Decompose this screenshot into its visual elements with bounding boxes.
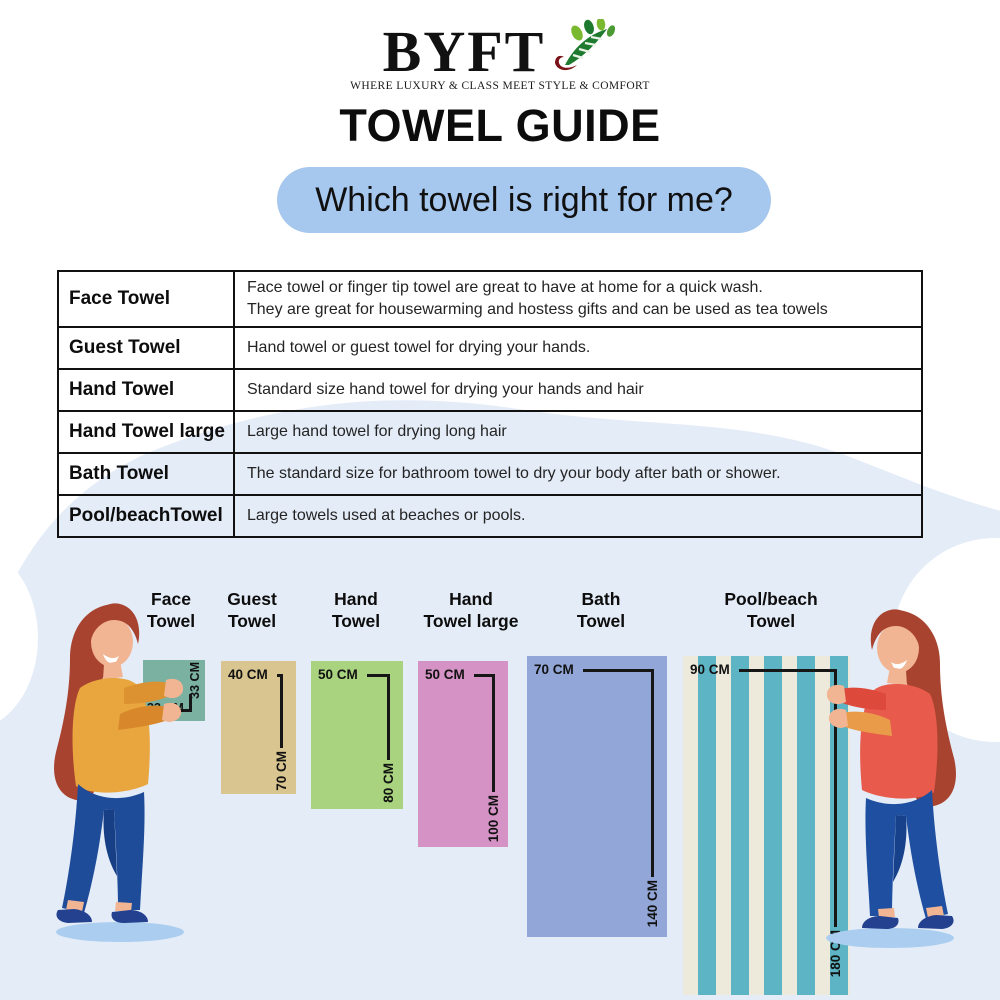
table-row: Bath Towel The standard size for bathroo… <box>59 452 921 494</box>
towel-description-table: Face Towel Face towel or finger tip towe… <box>57 270 923 538</box>
towel-swatch-hand-large: 50 CM 100 CM <box>418 661 508 847</box>
column-label-hand-towel: Hand Towel <box>331 589 381 631</box>
towel-desc-cell: Face towel or finger tip towel are great… <box>247 279 828 318</box>
column-label-face-towel: Face Towel <box>146 589 196 631</box>
towel-type-cell: Bath Towel <box>59 454 235 494</box>
dimension-line <box>474 674 495 677</box>
column-label-pool-beach-towel: Pool/beach Towel <box>724 589 818 631</box>
dimension-line <box>387 674 390 760</box>
page-title: TOWEL GUIDE <box>339 100 661 151</box>
woman-figure-right <box>826 609 956 948</box>
leaf-sprig-icon <box>555 18 616 70</box>
table-row: Guest Towel Hand towel or guest towel fo… <box>59 326 921 368</box>
towel-swatch-guest: 40 CM 70 CM <box>221 661 296 794</box>
towel-desc-cell: Standard size hand towel for drying your… <box>247 381 644 399</box>
towel-type-cell: Face Towel <box>59 272 235 326</box>
towel-desc-cell: The standard size for bathroom towel to … <box>247 465 781 483</box>
dimension-line <box>651 669 654 877</box>
height-label: 100 CM <box>486 795 501 843</box>
column-label-hand-towel-large: Hand Towel large <box>423 589 519 631</box>
width-label: 50 CM <box>318 667 358 682</box>
brand-logo: BYFT <box>0 18 1000 85</box>
table-row: Pool/beachTowel Large towels used at bea… <box>59 494 921 536</box>
brand-name: BYFT <box>382 19 546 84</box>
table-row: Hand Towel large Large hand towel for dr… <box>59 410 921 452</box>
width-label: 50 CM <box>425 667 465 682</box>
question-banner: Which towel is right for me? <box>277 167 771 233</box>
towel-swatch-hand: 50 CM 80 CM <box>311 661 403 809</box>
column-label-bath-towel: Bath Towel <box>576 589 626 631</box>
column-label-guest-towel: Guest Towel <box>227 589 277 631</box>
height-label: 140 CM <box>645 880 660 928</box>
towel-swatch-bath: 70 CM 140 CM <box>527 656 667 937</box>
table-row: Face Towel Face towel or finger tip towe… <box>59 272 921 326</box>
width-label: 90 CM <box>690 662 730 677</box>
dimension-line <box>177 694 192 712</box>
dimension-line <box>834 669 837 927</box>
table-row: Hand Towel Standard size hand towel for … <box>59 368 921 410</box>
towel-swatch-pool-beach: 90 CM 180 CM <box>683 656 850 995</box>
dimension-line <box>280 674 283 748</box>
width-label: 40 CM <box>228 667 268 682</box>
towel-desc-cell: Large towels used at beaches or pools. <box>247 507 526 525</box>
brand-tagline: WHERE LUXURY & CLASS MEET STYLE & COMFOR… <box>350 80 650 92</box>
height-label: 70 CM <box>274 751 289 791</box>
towel-type-cell: Hand Towel large <box>59 412 235 452</box>
width-label: 70 CM <box>534 662 574 677</box>
height-label: 80 CM <box>381 763 396 803</box>
towel-desc-cell: Large hand towel for drying long hair <box>247 423 507 441</box>
dimension-line <box>583 669 654 672</box>
dimension-line <box>367 674 390 677</box>
towel-type-cell: Pool/beachTowel <box>59 496 235 536</box>
towel-desc-cell: Hand towel or guest towel for drying you… <box>247 339 591 357</box>
towel-type-cell: Guest Towel <box>59 328 235 368</box>
dimension-line <box>492 674 495 792</box>
question-banner-text: Which towel is right for me? <box>315 180 733 219</box>
towel-type-cell: Hand Towel <box>59 370 235 410</box>
woman-figure-left <box>54 603 184 942</box>
dimension-line <box>739 669 837 672</box>
